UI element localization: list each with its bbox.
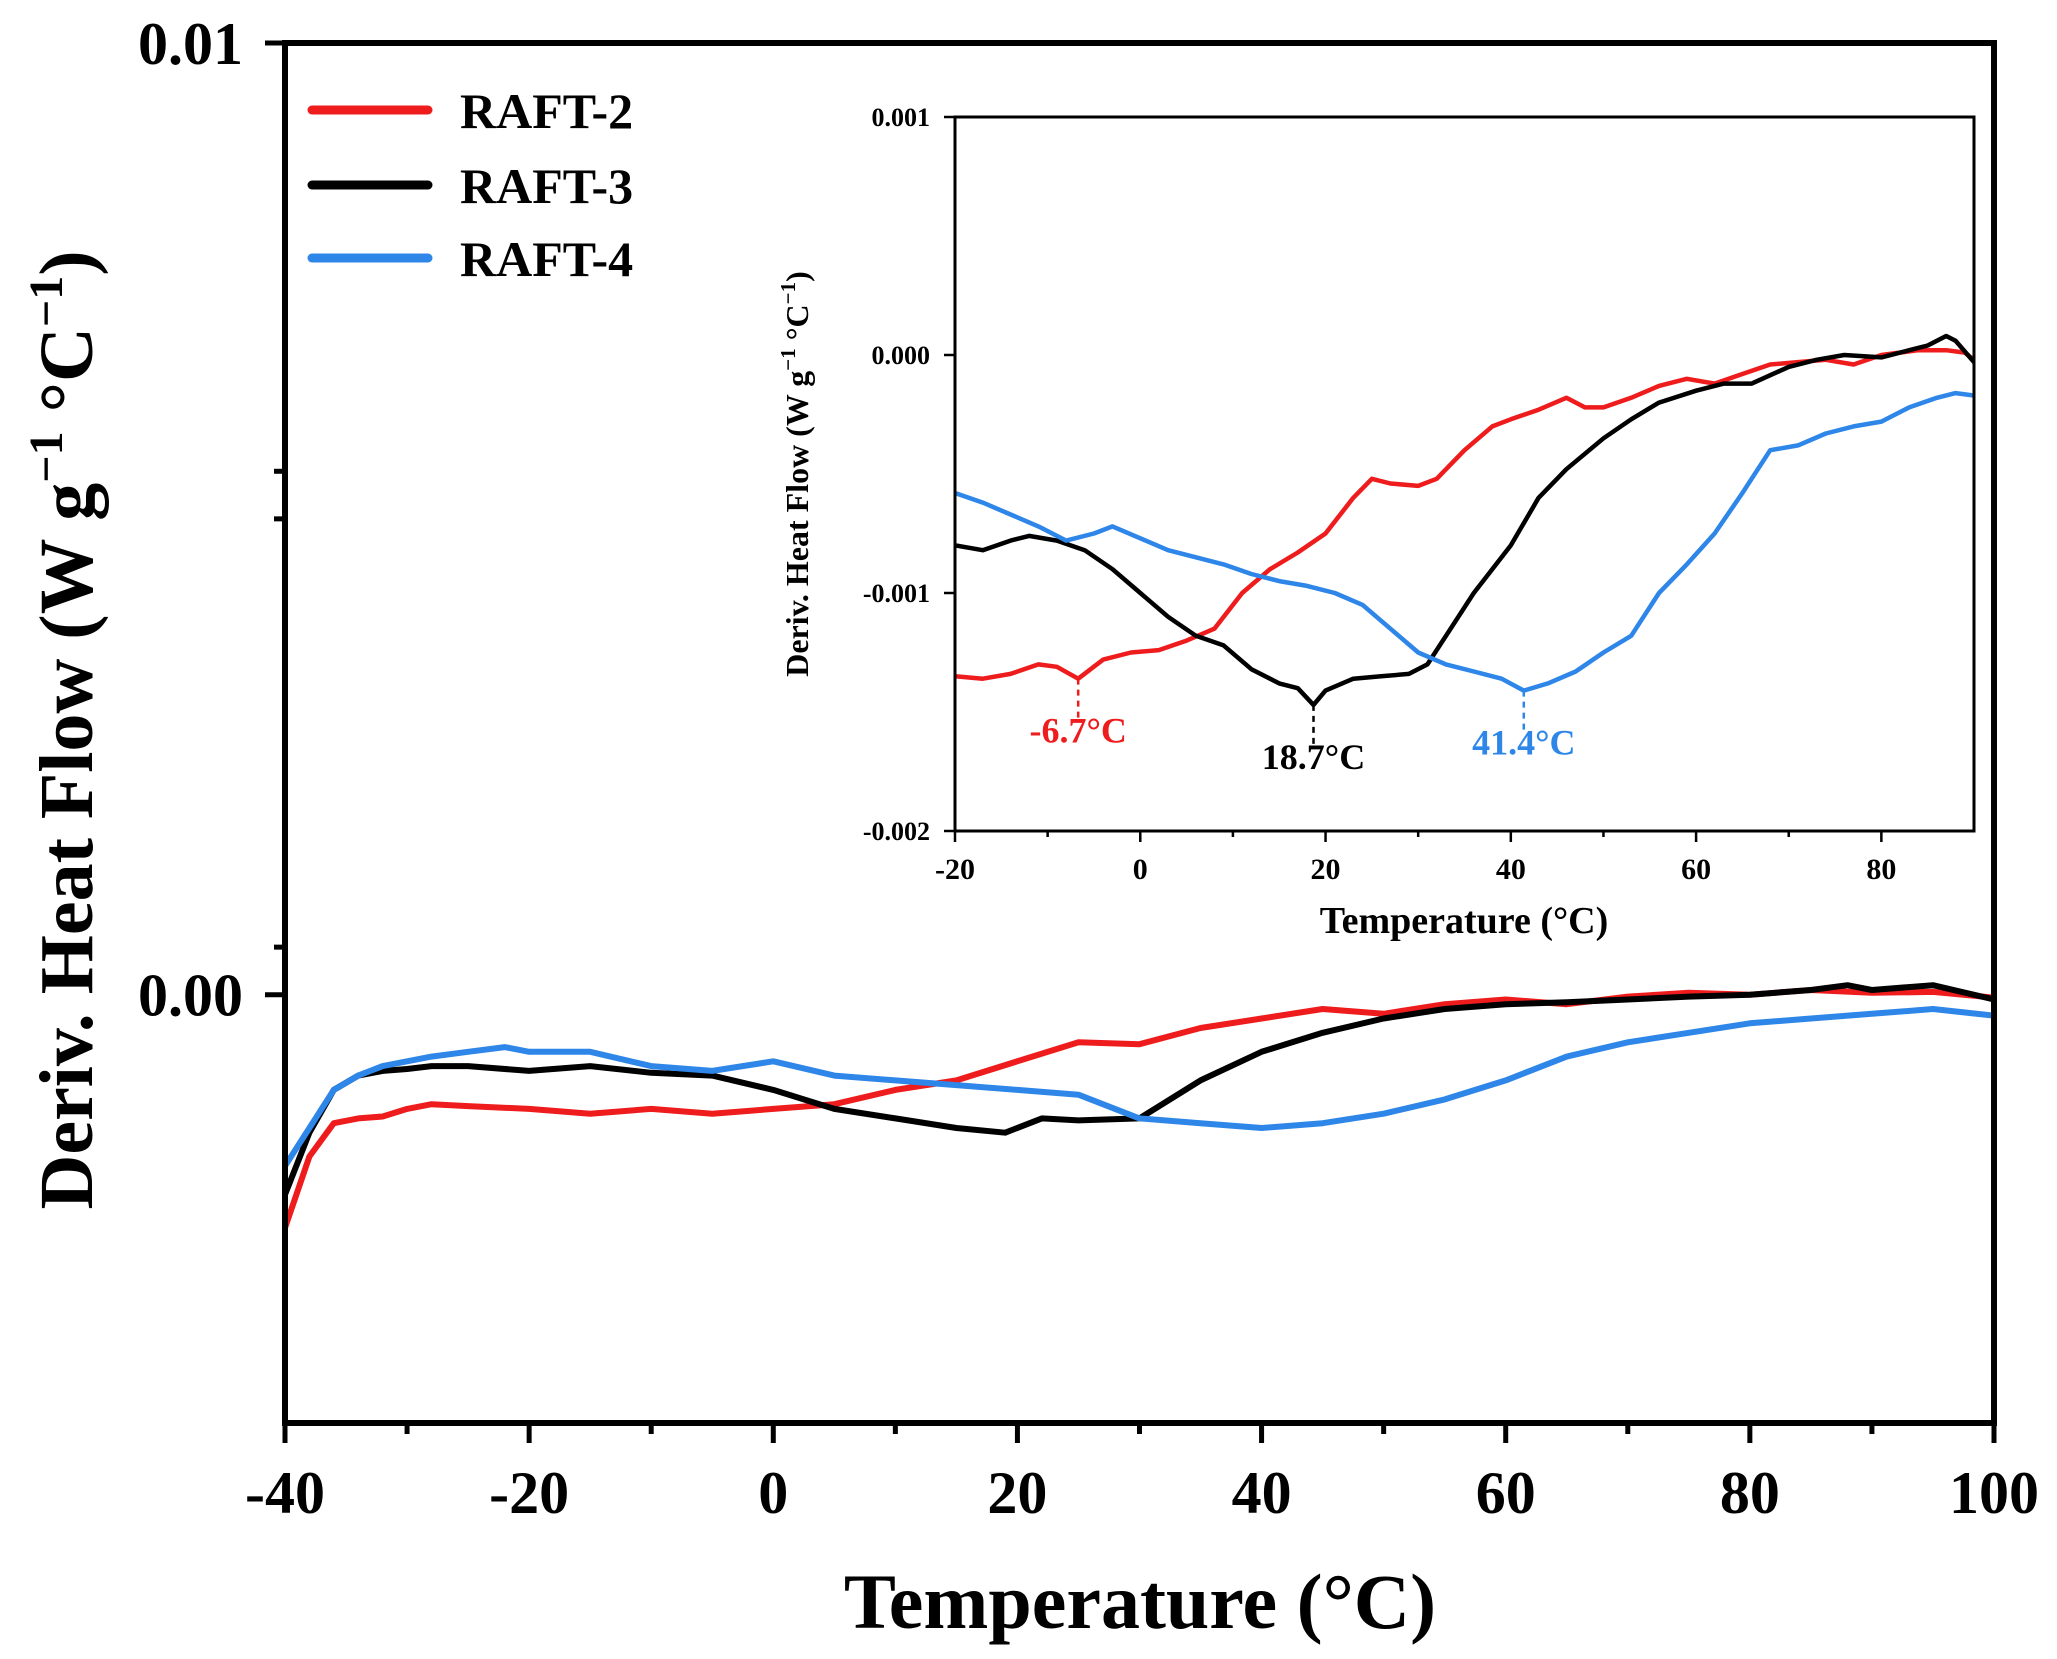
- inset-tick-labels: -20 0 20 40 60 80 -0.002 -0.001 0.000 0.001: [863, 103, 1897, 886]
- inset-plot-frame: [953, 115, 1976, 833]
- main-y-tick-label: 0.00: [138, 963, 243, 1029]
- inset-y-tick-label: -0.002: [863, 817, 930, 846]
- inset-y-axis-title: Deriv. Heat Flow (W g−1 °C−1): [776, 271, 815, 677]
- legend-label-raft-2: RAFT-2: [460, 83, 633, 139]
- inset-y-tick-label: 0.000: [872, 341, 931, 370]
- main-tick-labels: -40 -20 0 20 40 60 80 100 0.00 0.01: [138, 11, 2039, 1526]
- main-series-raft-2: [285, 987, 1994, 1231]
- inset-annotations: -6.7°C 18.7°C 41.4°C: [1030, 678, 1575, 777]
- inset-y-tick-label: 0.001: [872, 103, 931, 132]
- main-y-tick-label: 0.01: [138, 11, 243, 77]
- inset-y-axis-title-mid: °C: [779, 304, 815, 348]
- inset-chart: -20 0 20 40 60 80 -0.002 -0.001 0.000 0.001 -6.7°…: [776, 103, 1976, 942]
- inset-plot-lines: [955, 333, 1974, 708]
- main-x-tick-label: 80: [1720, 1460, 1780, 1526]
- main-x-tick-label: 60: [1476, 1460, 1536, 1526]
- inset-annotation-label: -6.7°C: [1030, 711, 1127, 751]
- legend-label-raft-3: RAFT-3: [460, 158, 633, 214]
- inset-x-tick-label: 60: [1681, 853, 1711, 886]
- main-x-tick-label: -20: [489, 1460, 569, 1526]
- main-x-tick-label: 20: [987, 1460, 1047, 1526]
- inset-series-raft-4: [955, 390, 1974, 693]
- inset-x-tick-label: 40: [1496, 853, 1526, 886]
- inset-y-tick-label: -0.001: [863, 579, 930, 608]
- inset-x-tick-label: 80: [1866, 853, 1896, 886]
- main-y-axis-title-end: ): [25, 250, 109, 275]
- inset-y-axis-title-main: Deriv. Heat Flow (W g: [779, 371, 815, 677]
- inset-series-raft-3: [955, 333, 1974, 708]
- inset-x-tick-label: -20: [935, 853, 975, 886]
- main-series-raft-4: [285, 1006, 1994, 1169]
- main-y-axis-title-sup2: −1: [20, 276, 73, 327]
- inset-ticks: [944, 115, 1883, 842]
- main-y-axis-title: Deriv. Heat Flow (W g−1 °C−1): [20, 250, 109, 1209]
- legend-label-raft-4: RAFT-4: [460, 231, 633, 287]
- main-plot-lines: [285, 982, 1994, 1231]
- main-ticks: [265, 40, 1997, 1443]
- main-x-tick-label: 40: [1232, 1460, 1292, 1526]
- inset-y-axis-title-end: ): [779, 271, 815, 282]
- main-x-tick-label: -40: [245, 1460, 325, 1526]
- inset-y-axis-title-sup2: −1: [776, 282, 800, 304]
- inset-annotation-label: 41.4°C: [1472, 723, 1575, 763]
- main-x-axis-title: Temperature (°C): [844, 1558, 1436, 1645]
- inset-background: [955, 117, 1974, 831]
- inset-annotation-label: 18.7°C: [1262, 737, 1365, 777]
- main-series-raft-3: [285, 982, 1994, 1198]
- main-x-tick-label: 0: [758, 1460, 788, 1526]
- inset-x-axis-title: Temperature (°C): [1320, 900, 1609, 942]
- inset-y-axis-title-sup1: −1: [776, 348, 800, 370]
- inset-x-tick-label: 20: [1311, 853, 1341, 886]
- main-chart: -40 -20 0 20 40 60 80 100 0.00 0.01 Temperature (…: [20, 11, 2039, 1645]
- main-y-axis-title-sup1: −1: [20, 431, 73, 482]
- main-x-tick-label: 100: [1949, 1460, 2039, 1526]
- main-y-axis-title-mid: °C: [25, 327, 109, 431]
- legend: RAFT-2 RAFT-3 RAFT-4: [307, 83, 633, 287]
- main-y-axis-title-main: Deriv. Heat Flow (W g: [25, 483, 109, 1210]
- inset-x-tick-label: 0: [1133, 853, 1148, 886]
